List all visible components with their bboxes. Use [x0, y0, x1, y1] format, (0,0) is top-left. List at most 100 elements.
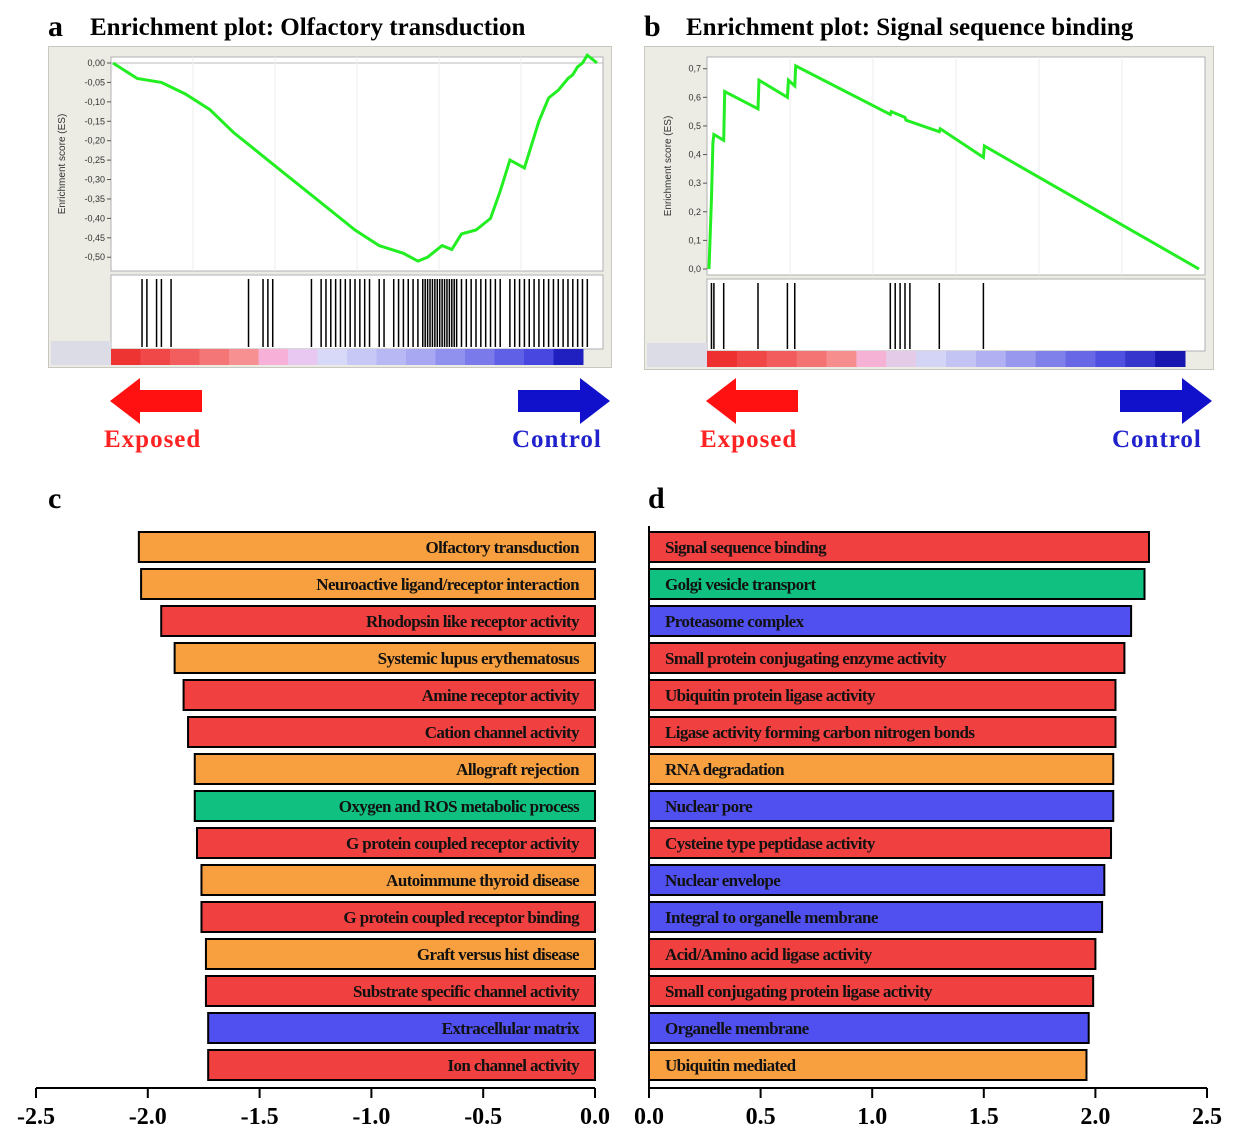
chart-c-bar [204, 975, 596, 1007]
gsea-b-ramp-segment [886, 351, 917, 367]
gsea-a-ramp-segment [111, 349, 141, 365]
chart-d-bar-label: Nuclear envelope [665, 871, 781, 890]
control-arrow-a [518, 378, 610, 424]
gsea-b-ramp-segment [766, 351, 798, 367]
gsea-b-ytick-label: 0,7 [688, 64, 701, 74]
gsea-b-ytick-label: 0,3 [688, 178, 701, 188]
gsea-a-ytick-label: -0,30 [84, 175, 105, 185]
gsea-plot-b: 0,7 0,6 0,5 0,4 0,3 0,2 0,1 0,0 Enrichment score… [644, 46, 1214, 370]
gsea-b-ramp-segment [1065, 351, 1096, 367]
chart-d-bar [648, 827, 1113, 859]
chart-d-xtick-label: 1.0 [857, 1104, 887, 1130]
gsea-a-ramp-segment [524, 349, 554, 365]
panel-d-letter: d [648, 482, 665, 515]
chart-d-xtick-label: 0.0 [634, 1104, 664, 1130]
chart-d-bar [648, 938, 1097, 970]
chart-c-bar-label: G protein coupled receptor binding [343, 908, 580, 927]
chart-c-xtick-label: -2.0 [129, 1104, 167, 1130]
chart-c-bar [187, 716, 596, 748]
gsea-a-ytick-label: -0,25 [84, 155, 105, 165]
gsea-b-ytick-label: 0,4 [688, 150, 701, 160]
chart-c-bar-label: Oxygen and ROS metabolic process [339, 797, 580, 816]
chart-d-bar [648, 1049, 1088, 1081]
gsea-a-ramp-segment [465, 349, 495, 365]
chart-c-xtick-label: -0.5 [464, 1104, 502, 1130]
gsea-b-ramp-segment [1155, 351, 1186, 367]
gsea-b-ramp-gutter [647, 343, 707, 367]
chart-d-bar [648, 568, 1146, 600]
chart-d-bar [648, 975, 1095, 1007]
chart-c-bar [200, 864, 597, 896]
gsea-b-ramp-segment [796, 351, 827, 367]
chart-d-bar-label: Ligase activity forming carbon nitrogen … [665, 723, 975, 742]
chart-c-bar [173, 642, 597, 674]
gsea-a-ramp-segment [317, 349, 348, 365]
gsea-a-ytick-label: -0,10 [84, 97, 105, 107]
chart-c-bar-label: Ion channel activity [447, 1056, 580, 1075]
chart-c-bar [200, 901, 597, 933]
exposed-label-b: Exposed [700, 426, 798, 453]
gsea-b-ytick-label: 0,1 [688, 235, 701, 245]
chart-c-xtick-label: -1.5 [241, 1104, 279, 1130]
gsea-b-ramp-segment [1005, 351, 1037, 367]
gsea-a-ramp-segment [347, 349, 377, 365]
chart-d-bar [648, 901, 1104, 933]
chart-c-xtick-label: -1.0 [352, 1104, 390, 1130]
chart-c-bar-label: Neuroactive ligand/receptor interaction [316, 575, 580, 594]
chart-c-bar [137, 531, 597, 563]
gsea-a-ramp-segment [376, 349, 407, 365]
gsea-b-ytick-label: 0,5 [688, 121, 701, 131]
gsea-a-ytick-label: -0,50 [84, 252, 105, 262]
chart-d-bar-label: Acid/Amino acid ligase activity [665, 945, 873, 964]
chart-c-xtick-label: 0.0 [580, 1104, 610, 1130]
gsea-b-hits-area [706, 278, 1206, 352]
gsea-a-ramp-segment [553, 349, 584, 365]
panel-a-letter: a [48, 10, 63, 43]
chart-d-bar [648, 716, 1117, 748]
chart-d-bar [648, 642, 1126, 674]
exposed-arrow-b [706, 378, 798, 424]
gsea-a-ytick-label: 0,00 [87, 58, 105, 68]
gsea-b-ramp-segment [826, 351, 857, 367]
exposed-arrow-a-shape [110, 378, 202, 424]
chart-d-bar [648, 753, 1115, 785]
panel-b-title: Enrichment plot: Signal sequence binding [686, 14, 1134, 41]
chart-d-bar-label: Cysteine type peptidase activity [665, 834, 876, 853]
chart-d-bar-label: Integral to organelle membrane [665, 908, 879, 927]
gsea-a-ylabel: Enrichment score (ES) [57, 114, 68, 215]
control-arrow-b-shape [1120, 378, 1212, 424]
exposed-arrow-b-shape [706, 378, 798, 424]
chart-c-bar-label: Allograft rejection [456, 760, 580, 779]
gsea-b-ramp-segment [946, 351, 977, 367]
chart-d-bar [648, 605, 1133, 637]
gsea-b-ramp-segment [736, 351, 768, 367]
chart-c-bar-label: Substrate specific channel activity [353, 982, 580, 1001]
gsea-b-ramp-segment [916, 351, 947, 367]
gsea-plot-a: 0,00 -0,05 -0,10 -0,15 -0,20 -0,25 -0,30 -0,35 -… [48, 46, 612, 368]
chart-d-xtick-label: 2.0 [1080, 1104, 1110, 1130]
chart-d-bar [648, 1012, 1090, 1044]
control-arrow-b [1120, 378, 1212, 424]
gsea-b-ramp-segment [856, 351, 887, 367]
chart-d-bar [648, 531, 1150, 563]
gsea-b-ytick-label: 0,2 [688, 207, 701, 217]
gsea-a-ytick-label: -0,45 [84, 233, 105, 243]
gsea-b-ytick-label: 0,0 [688, 264, 701, 274]
gsea-a-ytick-label: -0,20 [84, 136, 105, 146]
gsea-a-ramp-segment [435, 349, 466, 365]
chart-c-bar-label: G protein coupled receptor activity [346, 834, 580, 853]
chart-c-bar [207, 1012, 596, 1044]
chart-c-bar-label: Rhodopsin like receptor activity [366, 612, 580, 631]
chart-c-bar [207, 1049, 596, 1081]
bar-charts-svg: Olfactory transduction Neuroactive ligand… [17, 526, 1222, 1130]
chart-d-bar-label: Proteasome complex [665, 612, 805, 631]
chart-c-bar [140, 568, 596, 600]
gsea-b-ramp-segment [1095, 351, 1126, 367]
chart-d-bar-label: Golgi vesicle transport [665, 575, 816, 594]
gsea-a-ramp-gutter [51, 341, 111, 365]
chart-d-xtick-label: 2.5 [1192, 1104, 1222, 1130]
chart-c-bar-label: Systemic lupus erythematosus [378, 649, 580, 668]
chart-d-bar-label: Ubiquitin protein ligase activity [665, 686, 876, 705]
chart-c-xtick-label: -2.5 [17, 1104, 55, 1130]
chart-d-bar-label: Small conjugating protein ligase activit… [665, 982, 933, 1001]
